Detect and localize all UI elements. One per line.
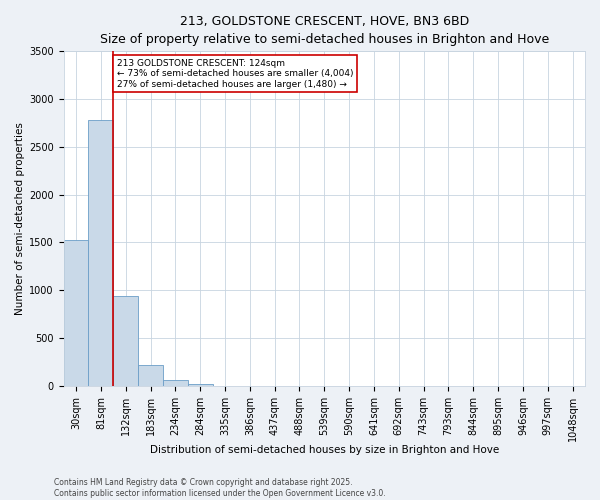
Bar: [64, 240, 88, 386]
Text: Contains HM Land Registry data © Crown copyright and database right 2025.
Contai: Contains HM Land Registry data © Crown c…: [54, 478, 386, 498]
Bar: [188, 384, 212, 386]
Bar: [138, 365, 163, 386]
Bar: [113, 296, 138, 386]
Title: 213, GOLDSTONE CRESCENT, HOVE, BN3 6BD
Size of property relative to semi-detache: 213, GOLDSTONE CRESCENT, HOVE, BN3 6BD S…: [100, 15, 549, 46]
Bar: [163, 380, 188, 386]
Text: 213 GOLDSTONE CRESCENT: 124sqm
← 73% of semi-detached houses are smaller (4,004): 213 GOLDSTONE CRESCENT: 124sqm ← 73% of …: [117, 59, 353, 89]
Y-axis label: Number of semi-detached properties: Number of semi-detached properties: [15, 122, 25, 315]
Bar: [88, 120, 113, 386]
X-axis label: Distribution of semi-detached houses by size in Brighton and Hove: Distribution of semi-detached houses by …: [149, 445, 499, 455]
